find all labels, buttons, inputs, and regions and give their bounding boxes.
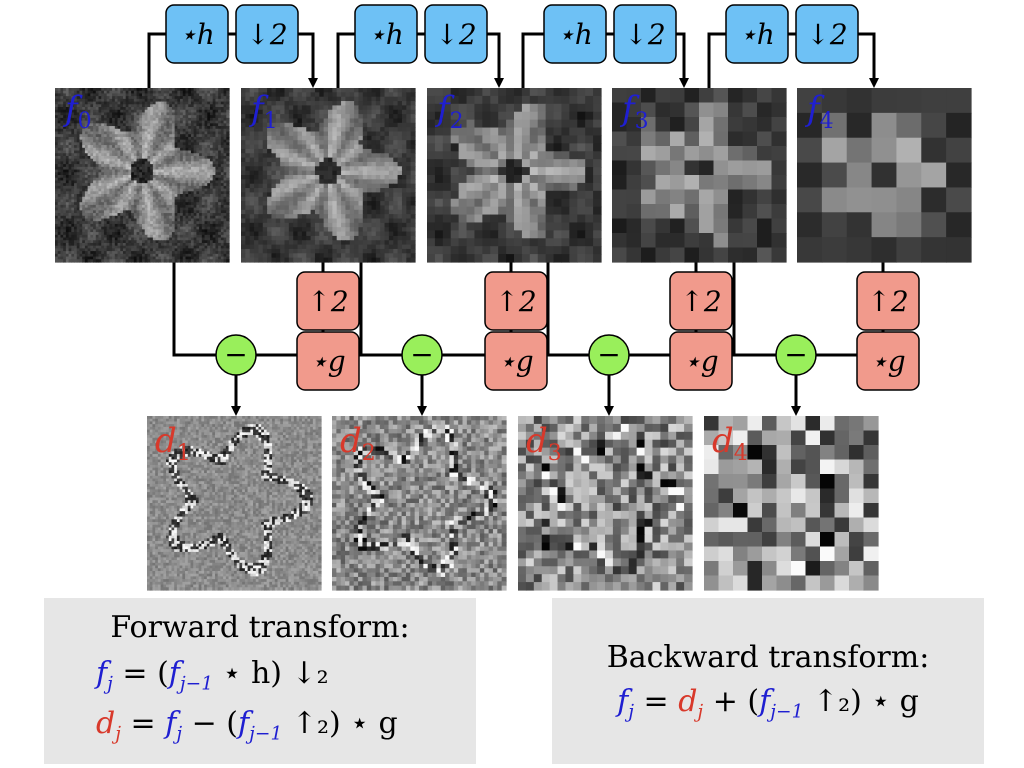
convolve-g-box: ⋆g: [484, 331, 548, 391]
forward-title: Forward transform:: [110, 610, 410, 645]
downsample-arrow: [298, 32, 318, 88]
backward-title: Backward transform:: [606, 640, 930, 675]
downsample-arrow: [858, 32, 879, 88]
detail-image-d2: [332, 416, 507, 591]
d-label-2: d2: [340, 421, 376, 466]
approximation-image-f3: [612, 88, 787, 263]
convolve-h-box: ⋆h: [725, 4, 789, 64]
d-label-4: d4: [712, 421, 748, 466]
approximation-images: [55, 88, 972, 263]
downsample-path-in: [147, 32, 166, 88]
downsample-arrow: [487, 32, 504, 88]
downsample-box: ↓2: [795, 4, 859, 64]
detail-image-d1: [147, 416, 322, 591]
subtract-node: −: [588, 334, 630, 376]
downsample-path-in: [707, 32, 726, 88]
downsample-path-in: [521, 32, 544, 88]
upsample-box: ↑2: [296, 271, 360, 331]
approximation-image-f4: [797, 88, 972, 263]
residual-path: [172, 262, 216, 357]
forward-equation-1: fj = (fj−1 ⋆ h) ↓₂: [96, 656, 329, 695]
convolve-h-box: ⋆h: [543, 4, 607, 64]
approximation-image-f1: [241, 88, 416, 263]
upsample-box: ↑2: [669, 271, 733, 331]
detail-labels: d1 d2 d3 d4: [155, 421, 748, 466]
detail-images: [147, 416, 879, 591]
detail-image-d3: [518, 416, 693, 591]
d-label-1: d1: [155, 421, 191, 466]
convolve-g-box: ⋆g: [669, 331, 733, 391]
downsample-box: ↓2: [613, 4, 677, 64]
backward-equation-1: fj = dj + (fj−1 ↑₂) ⋆ g: [617, 684, 919, 723]
convolve-g-box: ⋆g: [296, 331, 360, 391]
upsample-box: ↑2: [484, 271, 548, 331]
downsample-path-in: [336, 32, 355, 88]
convolve-h-box: ⋆h: [165, 4, 229, 64]
downsample-box: ↓2: [424, 4, 488, 64]
downsample-box: ↓2: [235, 4, 299, 64]
convolve-g-box: ⋆g: [856, 331, 920, 391]
residual-path: [359, 262, 402, 357]
residual-path: [546, 262, 589, 357]
subtract-node: −: [215, 334, 257, 376]
subtract-node: −: [775, 334, 817, 376]
subtract-node: −: [401, 334, 443, 376]
downsample-arrow: [676, 32, 689, 88]
approximation-image-f0: [55, 88, 230, 263]
detail-image-d4: [704, 416, 879, 591]
forward-transform-panel: Forward transform: fj = (fj−1 ⋆ h) ↓₂ dj…: [44, 598, 476, 764]
approximation-image-f2: [427, 88, 602, 263]
forward-equation-2: dj = fj − (fj−1 ↑₂) ⋆ g: [96, 706, 398, 745]
d-label-3: d3: [526, 421, 562, 466]
upsample-box: ↑2: [856, 271, 920, 331]
operator-boxes: ⋆h ↓2↑2⋆g−⋆h ↓2↑2⋆g−⋆h ↓2↑2⋆g−⋆h ↓2↑2⋆g−: [165, 4, 920, 391]
convolve-h-box: ⋆h: [354, 4, 418, 64]
residual-path: [732, 262, 776, 357]
backward-transform-panel: Backward transform: fj = dj + (fj−1 ↑₂) …: [552, 598, 984, 764]
